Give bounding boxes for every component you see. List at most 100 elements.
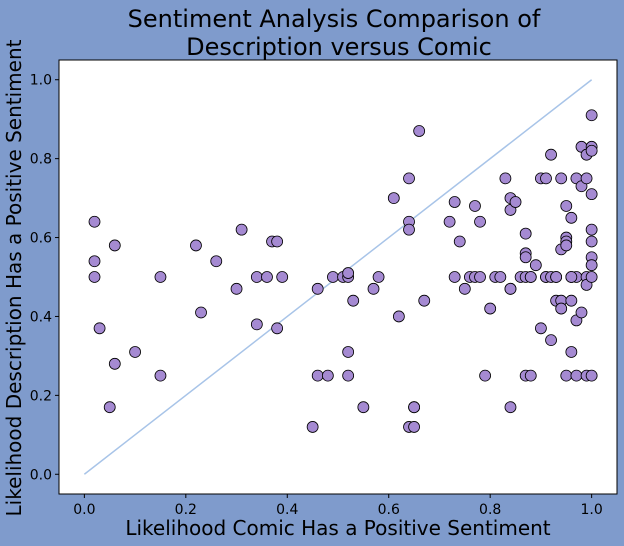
data-point (261, 271, 273, 283)
data-point (474, 215, 486, 228)
data-point (580, 172, 593, 185)
data-point (154, 369, 167, 382)
data-point (306, 421, 319, 433)
data-point (504, 401, 517, 414)
data-point (535, 322, 547, 335)
data-point (458, 282, 471, 295)
data-point (565, 271, 578, 283)
data-point (570, 369, 583, 382)
data-point (453, 235, 466, 248)
data-point (565, 346, 578, 358)
data-point (443, 215, 456, 228)
x-tick-label: 0.4 (276, 502, 298, 518)
data-point (357, 401, 370, 414)
data-point (585, 369, 598, 382)
data-point (524, 271, 537, 283)
data-point (565, 294, 578, 307)
data-points (88, 109, 598, 433)
data-point (585, 235, 598, 248)
data-point (504, 282, 517, 295)
data-point (342, 369, 355, 382)
data-point (190, 239, 202, 252)
y-tick-label: 0.4 (30, 309, 52, 325)
data-point (311, 282, 324, 295)
data-point (108, 239, 121, 252)
data-point (560, 369, 573, 382)
data-point (585, 188, 598, 201)
data-point (448, 271, 461, 283)
x-tick-label: 0.8 (479, 502, 501, 518)
data-point (250, 318, 263, 331)
data-point (585, 144, 598, 157)
x-tick-label: 1.0 (581, 502, 603, 518)
data-point (230, 282, 243, 295)
data-point (342, 267, 355, 279)
data-point (585, 223, 598, 236)
data-point (524, 369, 537, 382)
data-point (413, 125, 426, 137)
data-point (342, 346, 355, 358)
data-point (129, 346, 141, 358)
data-point (499, 172, 512, 185)
data-point (387, 192, 400, 204)
y-axis-ticks: 0.0 0.2 0.4 0.6 0.8 1.0 (30, 73, 59, 483)
data-point (103, 401, 116, 414)
data-point (474, 271, 486, 283)
y-tick-label: 0.8 (30, 152, 52, 168)
data-point (519, 227, 532, 240)
y-tick-label: 1.0 (30, 73, 52, 89)
y-axis-label: Likelihood Description Has a Positive Se… (2, 39, 26, 516)
data-point (550, 271, 563, 283)
data-point (88, 215, 101, 228)
data-point (555, 302, 568, 315)
data-point (347, 294, 360, 307)
data-point (479, 369, 492, 382)
data-point (235, 223, 248, 236)
data-point (565, 211, 578, 224)
data-point (585, 109, 598, 122)
data-point (529, 259, 542, 272)
data-point (93, 322, 106, 335)
data-point (540, 172, 552, 185)
data-point (555, 172, 568, 185)
data-point (448, 196, 461, 208)
data-point (367, 282, 380, 295)
data-point (585, 259, 598, 272)
data-point (372, 271, 385, 283)
x-tick-label: 0.2 (175, 502, 197, 518)
x-tick-label: 0.6 (378, 502, 400, 518)
data-point (545, 334, 557, 347)
chart-title-line-1: Sentiment Analysis Comparison of (128, 5, 541, 33)
data-point (88, 271, 101, 283)
data-point (108, 357, 121, 370)
data-point (271, 235, 284, 248)
data-point (469, 200, 481, 212)
data-point (509, 196, 522, 208)
data-point (154, 271, 167, 283)
data-point (575, 306, 588, 319)
y-tick-label: 0.2 (30, 388, 52, 404)
data-point (250, 271, 263, 283)
data-point (392, 310, 405, 323)
data-point (408, 401, 420, 414)
data-point (585, 271, 598, 283)
data-point (408, 421, 420, 433)
x-axis-ticks: 0.0 0.2 0.4 0.6 0.8 1.0 (73, 494, 603, 518)
data-point (276, 271, 289, 283)
chart-title-line-2: Description versus Comic (186, 33, 492, 61)
data-point (327, 271, 339, 283)
y-tick-label: 0.0 (30, 467, 52, 483)
data-point (403, 223, 415, 236)
data-point (403, 172, 415, 185)
data-point (195, 306, 207, 319)
data-point (271, 322, 284, 335)
data-point (418, 294, 431, 307)
data-point (545, 148, 557, 161)
data-point (484, 302, 497, 315)
data-point (560, 200, 573, 212)
data-point (88, 255, 101, 268)
data-point (519, 251, 532, 264)
data-point (311, 369, 324, 382)
